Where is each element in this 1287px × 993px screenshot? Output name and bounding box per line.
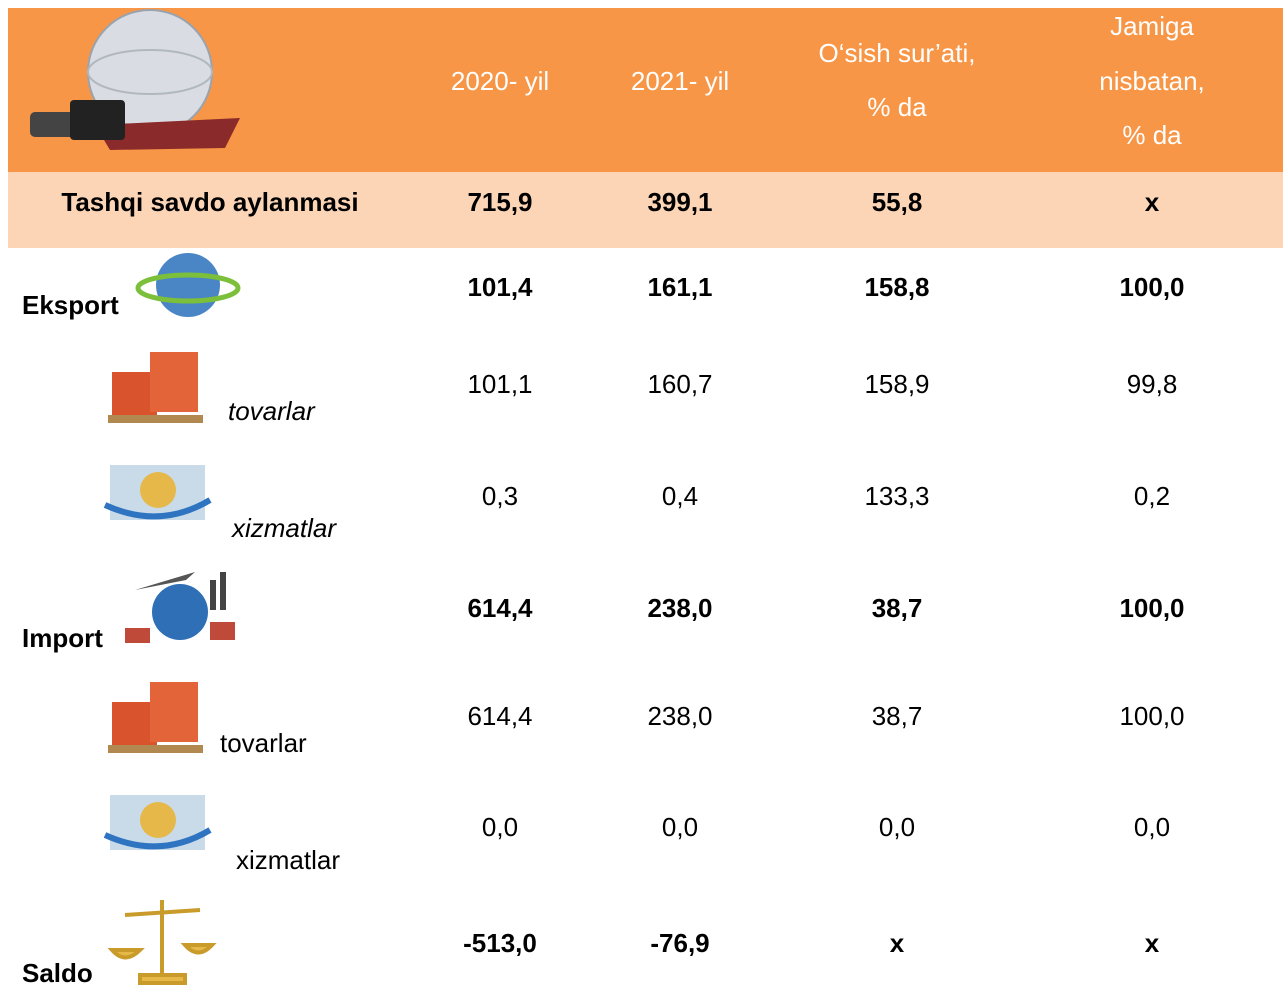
row-label: Saldo xyxy=(22,958,93,988)
cell: 158,8 xyxy=(864,272,929,302)
cell: 0,4 xyxy=(662,481,698,511)
row-label: Import xyxy=(22,623,103,653)
row-label: Tashqi savdo aylanmasi xyxy=(61,187,358,217)
header-cell: nisbatan, xyxy=(1099,66,1205,96)
header-cell: O‘sish sur’ati, xyxy=(818,38,975,68)
export-icon xyxy=(135,253,241,317)
total-row-band xyxy=(8,172,1283,248)
header-cell: % da xyxy=(1122,120,1182,150)
cell: 100,0 xyxy=(1119,593,1184,623)
cell: 101,1 xyxy=(467,369,532,399)
cell: 0,0 xyxy=(1134,812,1170,842)
row-label: xizmatlar xyxy=(230,513,337,543)
cell: 238,0 xyxy=(647,701,712,731)
cell: 399,1 xyxy=(647,187,712,217)
cell: 715,9 xyxy=(467,187,532,217)
cell: 0,0 xyxy=(662,812,698,842)
cell: 0,3 xyxy=(482,481,518,511)
services-icon xyxy=(103,465,212,520)
cell: 614,4 xyxy=(467,593,533,623)
cell: 133,3 xyxy=(864,481,929,511)
cell: 160,7 xyxy=(647,369,712,399)
scales-icon xyxy=(107,900,217,985)
cell: 614,4 xyxy=(467,701,532,731)
header-cell: Jamiga xyxy=(1110,11,1194,41)
row-label: Eksport xyxy=(22,290,119,320)
cell: 101,4 xyxy=(467,272,533,302)
row-label: xizmatlar xyxy=(236,845,340,875)
cell: x xyxy=(890,928,905,958)
cell: x xyxy=(1145,187,1160,217)
cell: 161,1 xyxy=(647,272,712,302)
cell: 55,8 xyxy=(872,187,923,217)
cell: 38,7 xyxy=(872,701,923,731)
cell: 0,0 xyxy=(482,812,518,842)
header-cell: 2020- yil xyxy=(451,66,549,96)
header-icon xyxy=(30,9,240,150)
cell: 99,8 xyxy=(1127,369,1178,399)
cell: 0,2 xyxy=(1134,481,1170,511)
cell: 238,0 xyxy=(647,593,712,623)
header-cell: % da xyxy=(867,92,927,122)
cell: 38,7 xyxy=(872,593,923,623)
cell: 158,9 xyxy=(864,369,929,399)
cell: 0,0 xyxy=(879,812,915,842)
cell: -513,0 xyxy=(463,928,537,958)
cell: 100,0 xyxy=(1119,701,1184,731)
cell: 100,0 xyxy=(1119,272,1184,302)
goods-icon xyxy=(108,682,203,753)
cell: -76,9 xyxy=(650,928,709,958)
goods-icon xyxy=(108,352,203,423)
row-label: tovarlar xyxy=(228,396,316,426)
cell: x xyxy=(1145,928,1160,958)
row-label: tovarlar xyxy=(220,728,307,758)
services-icon xyxy=(103,795,212,850)
header-cell: 2021- yil xyxy=(631,66,729,96)
import-icon xyxy=(125,572,235,643)
